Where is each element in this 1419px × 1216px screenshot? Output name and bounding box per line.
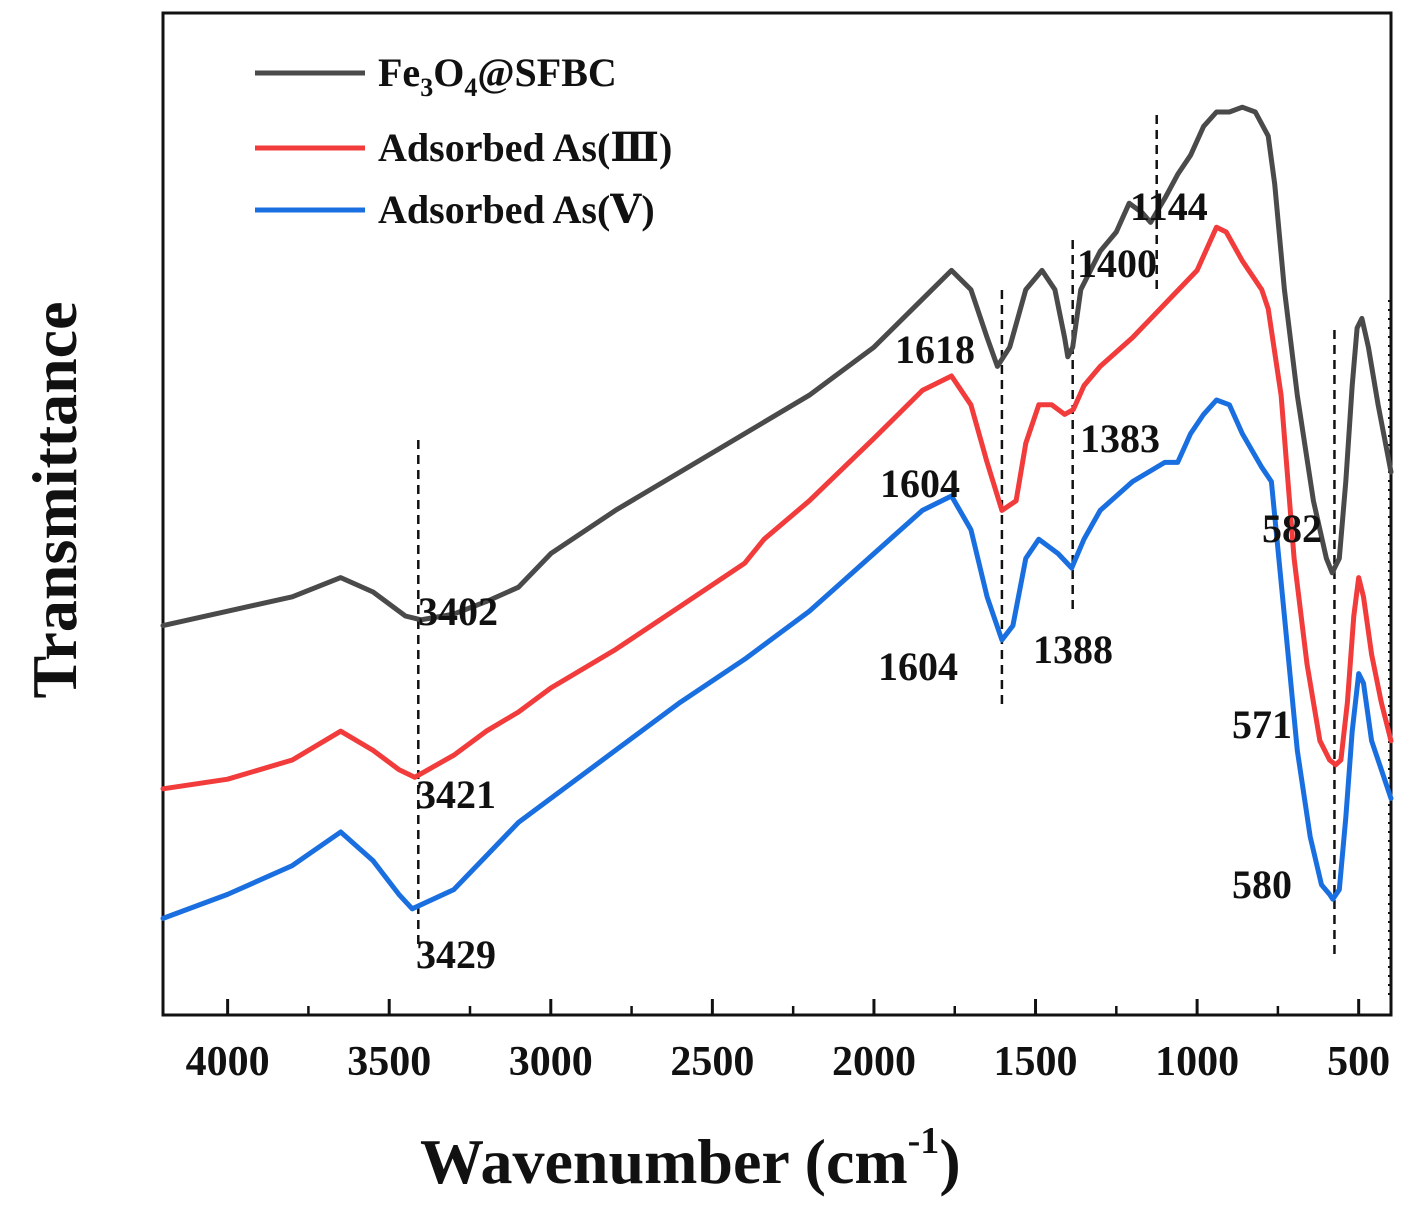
annot-582: 582 <box>1262 506 1322 551</box>
annot-1388: 1388 <box>1033 627 1113 672</box>
legend-as3-a: Adsorbed As( <box>378 125 610 170</box>
legend-label-fe3o4: Fe3O4@SFBC <box>378 50 617 102</box>
series-fe3o4-sfbc <box>160 104 1394 629</box>
annot-580: 580 <box>1232 862 1292 907</box>
annot-1618: 1618 <box>895 327 975 372</box>
legend-sub-4: 4 <box>464 73 477 102</box>
x-axis-title-sup: -1 <box>908 1120 940 1162</box>
annot-1383: 1383 <box>1080 416 1160 461</box>
x-tick-label-3000: 3000 <box>509 1039 593 1085</box>
legend-sfbc: @SFBC <box>477 50 616 95</box>
annotations: 3402 3421 3429 1618 1604 1604 1400 1383 … <box>416 184 1322 977</box>
x-ticks: 4000 3500 3000 2500 2000 1500 1000 500 <box>186 999 1390 1085</box>
legend-fe: Fe <box>378 50 420 95</box>
x-tick-label-1500: 1500 <box>994 1039 1078 1085</box>
annot-1400: 1400 <box>1077 241 1157 286</box>
annot-571: 571 <box>1232 702 1292 747</box>
legend-sub-3: 3 <box>420 73 433 102</box>
x-tick-label-2000: 2000 <box>832 1039 916 1085</box>
series-layer <box>160 104 1394 921</box>
x-tick-label-500: 500 <box>1327 1039 1390 1085</box>
x-axis-title-close: ) <box>939 1126 960 1197</box>
legend-as5-roman: Ⅴ <box>609 187 642 232</box>
x-tick-label-2500: 2500 <box>670 1039 754 1085</box>
annot-3421: 3421 <box>416 772 496 817</box>
plot-frame <box>161 11 1393 1017</box>
x-tick-label-3500: 3500 <box>347 1039 431 1085</box>
annot-1144: 1144 <box>1130 184 1208 229</box>
legend: Fe3O4@SFBC Adsorbed As(Ⅲ) Adsorbed As(Ⅴ) <box>255 50 672 232</box>
annot-1604-blue: 1604 <box>878 644 958 689</box>
legend-label-as3: Adsorbed As(Ⅲ) <box>378 125 672 170</box>
y-axis-title: Transmittance <box>19 302 90 699</box>
x-axis-title: Wavenumber (cm-1) <box>420 1120 961 1197</box>
series-adsorbed-as5 <box>160 397 1394 921</box>
x-tick-label-4000: 4000 <box>186 1039 270 1085</box>
annot-3429: 3429 <box>416 932 496 977</box>
x-tick-label-1000: 1000 <box>1155 1039 1239 1085</box>
legend-o: O <box>433 50 464 95</box>
x-axis-title-main: Wavenumber (cm <box>420 1126 908 1197</box>
legend-label-as5: Adsorbed As(Ⅴ) <box>378 187 655 232</box>
series-adsorbed-as3 <box>160 224 1394 792</box>
annot-1604-red: 1604 <box>880 461 960 506</box>
legend-as5-a: Adsorbed As( <box>378 187 610 232</box>
legend-as3-close: ) <box>659 125 672 170</box>
legend-as5-close: ) <box>641 187 654 232</box>
annot-3402: 3402 <box>418 589 498 634</box>
legend-as3-roman: Ⅲ <box>610 125 659 170</box>
